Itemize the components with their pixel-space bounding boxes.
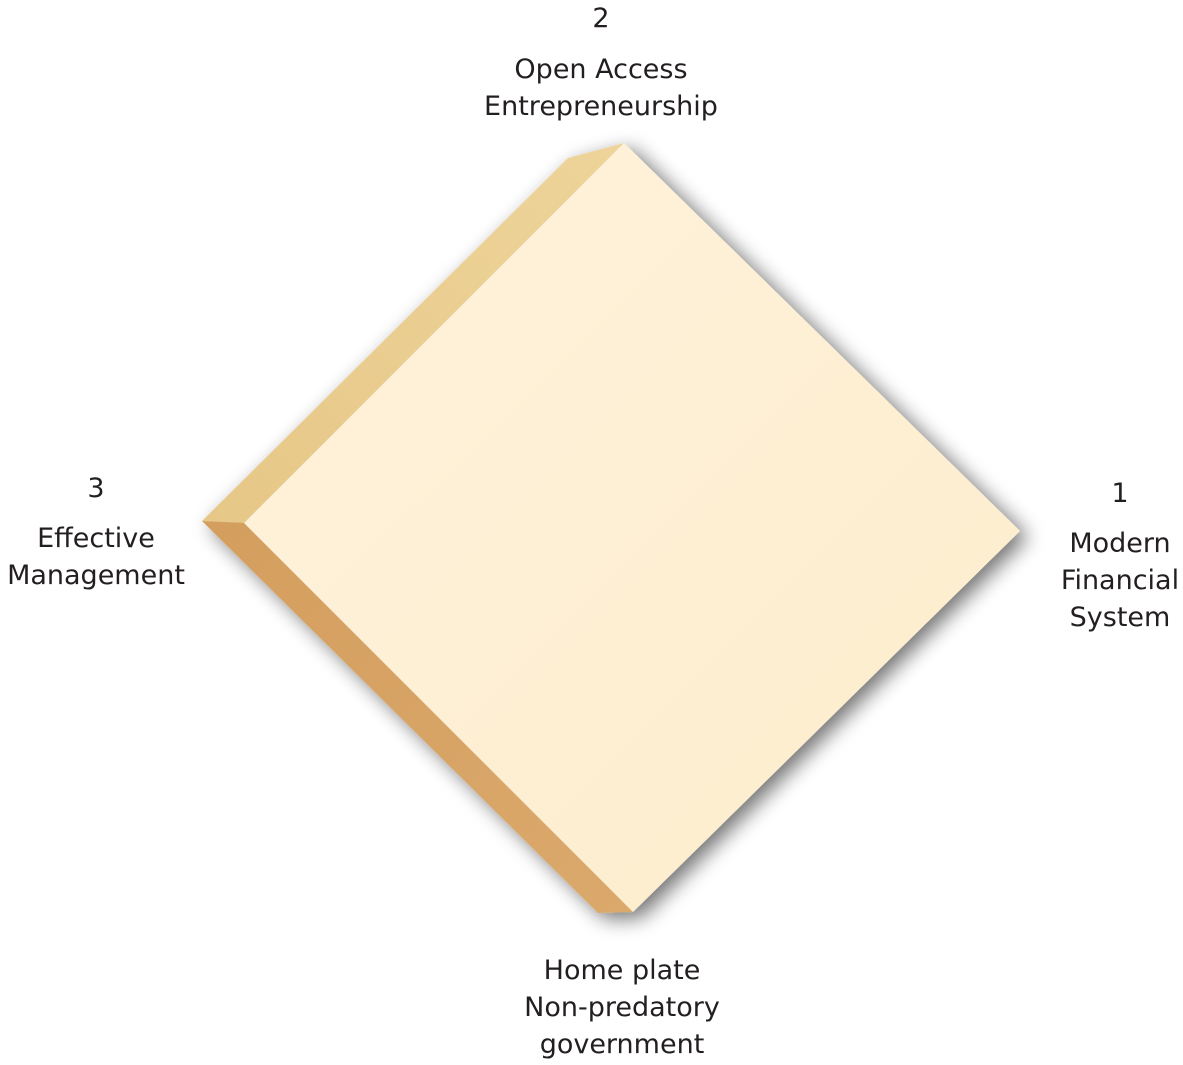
diamond-top-left-bevel: [202, 143, 624, 523]
diamond-front-face: [244, 143, 1020, 912]
label-bottom-line-3: government: [539, 1029, 705, 1060]
label-top-line-2: Entrepreneurship: [484, 91, 718, 122]
diamond-bottom-left-bevel: [202, 521, 633, 913]
label-left-number: 3: [87, 473, 105, 504]
label-modern-financial-system: 1 Modern Financial System: [1050, 475, 1183, 636]
label-top-number: 2: [592, 3, 610, 34]
label-right-number: 1: [1111, 478, 1129, 509]
label-left-line-1: Effective: [37, 523, 155, 554]
label-top-line-1: Open Access: [514, 54, 688, 85]
label-right-line-1: Modern: [1069, 528, 1171, 559]
label-home-plate: Home plate Non-predatory government: [422, 952, 822, 1063]
label-bottom-line-1: Home plate: [543, 955, 701, 986]
label-bottom-line-2: Non-predatory: [524, 992, 720, 1023]
label-right-line-2: Financial: [1060, 565, 1180, 596]
label-open-access-entrepreneurship: 2 Open Access Entrepreneurship: [401, 0, 801, 125]
label-effective-management: 3 Effective Management: [0, 470, 192, 594]
label-right-line-3: System: [1069, 602, 1171, 633]
diamond-block: [202, 143, 1020, 913]
label-left-line-2: Management: [7, 560, 185, 591]
